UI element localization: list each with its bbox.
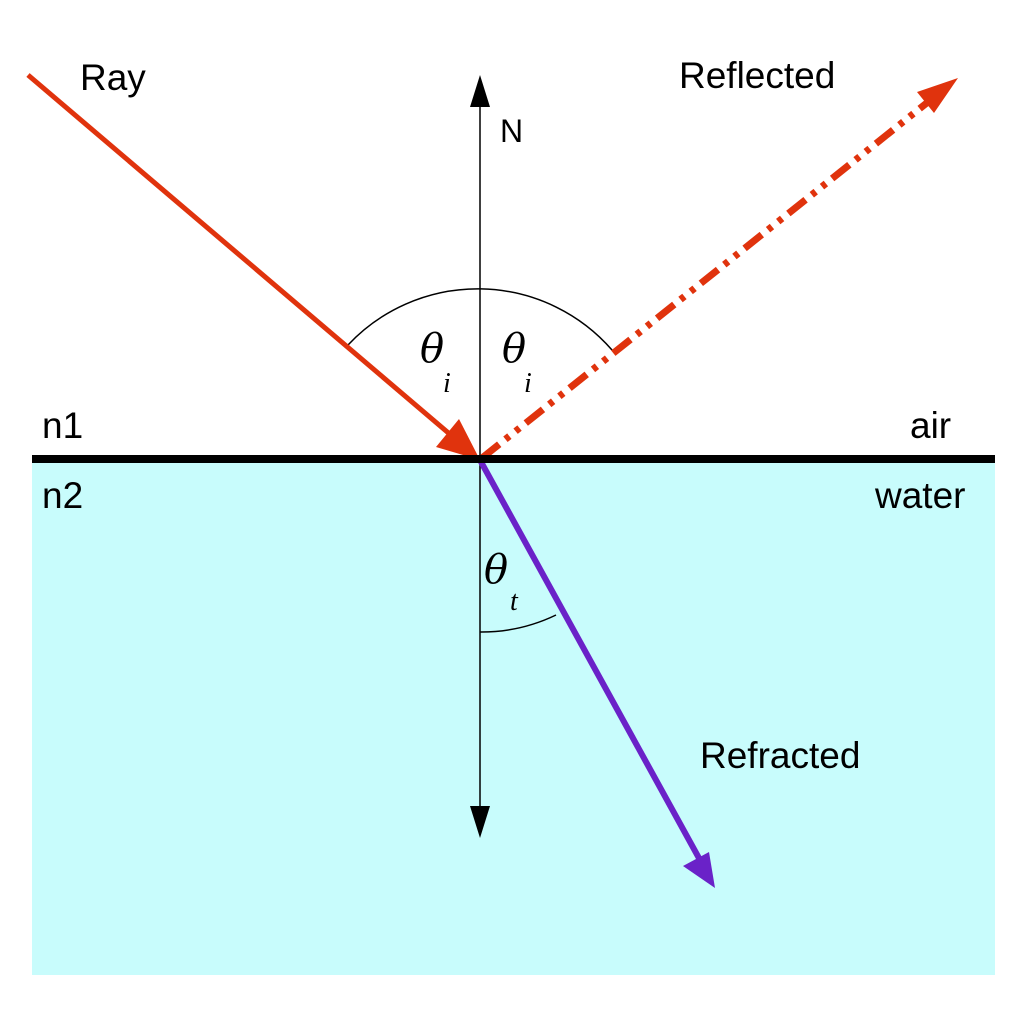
n1-label: n1 xyxy=(42,405,83,446)
n2-label: n2 xyxy=(42,475,83,516)
normal-label: N xyxy=(500,113,523,149)
theta-incident-right-subscript: i xyxy=(524,368,532,399)
incident-arrow-icon xyxy=(436,419,480,460)
refracted-label: Refracted xyxy=(700,735,860,776)
incident-ray xyxy=(26,73,454,438)
incident-angle-arc xyxy=(347,288,613,351)
air-label: air xyxy=(910,405,951,446)
water-label: water xyxy=(874,475,965,516)
reflected-arrow-icon xyxy=(917,78,958,113)
normal-arrow-up-icon xyxy=(470,75,490,107)
refracted-arrow-icon xyxy=(683,852,715,888)
refraction-angle-arc xyxy=(479,614,557,633)
theta-incident-left-subscript: i xyxy=(443,368,451,399)
refracted-ray xyxy=(477,458,703,862)
theta-incident-left: θ xyxy=(420,326,444,372)
reflected-ray xyxy=(479,99,931,461)
water-region xyxy=(32,463,995,975)
theta-incident-right: θ xyxy=(502,326,526,372)
interface-surface xyxy=(32,455,995,463)
ray-label: Ray xyxy=(80,57,146,98)
theta-transmitted: θ xyxy=(484,547,508,593)
normal-arrow-down-icon xyxy=(470,806,490,838)
theta-transmitted-subscript: t xyxy=(510,586,519,617)
reflected-label: Reflected xyxy=(679,55,835,96)
